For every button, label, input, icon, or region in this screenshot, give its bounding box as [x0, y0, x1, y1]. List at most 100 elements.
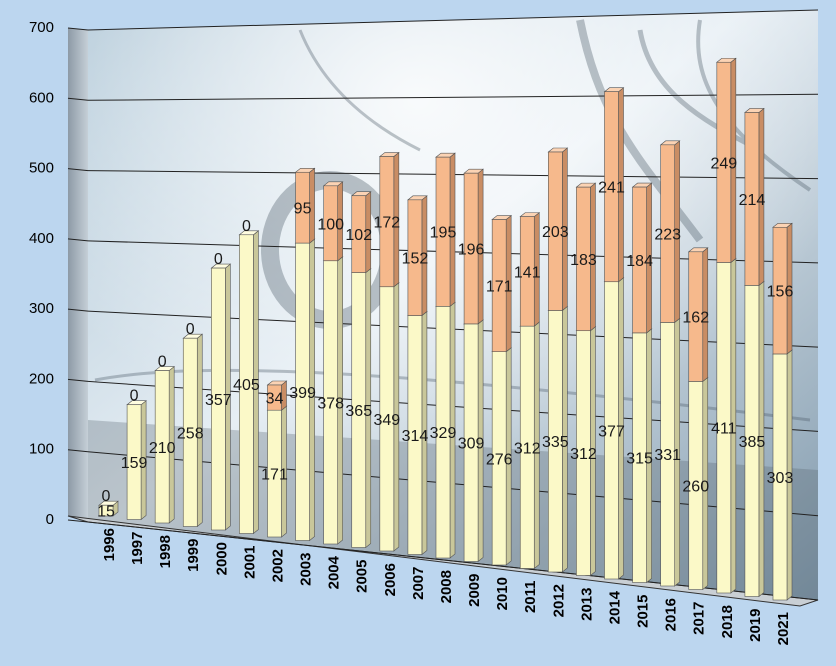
y-tick-label: 300 — [29, 300, 54, 317]
data-label-base: 329 — [430, 425, 457, 442]
bar-group — [772, 222, 793, 601]
data-label-top: 214 — [739, 192, 766, 209]
data-label-base: 159 — [121, 455, 148, 472]
bar-segment-top — [744, 112, 760, 286]
x-tick-label: 1996 — [101, 528, 118, 561]
data-label-top: 0 — [214, 251, 223, 268]
data-label-top: 95 — [294, 201, 312, 218]
data-label-top: 0 — [102, 488, 111, 505]
data-label-base: 349 — [373, 412, 400, 429]
bar-segment-top — [351, 195, 367, 273]
data-label-base: 378 — [317, 395, 344, 412]
data-label-top: 0 — [186, 321, 195, 338]
gridline-side — [67, 378, 89, 382]
data-label-base: 335 — [542, 434, 569, 451]
x-tick-label: 2005 — [354, 560, 371, 593]
x-axis: 1996 1997 1998 1999 2000 2001 2002 2003 2004 2005… — [101, 528, 792, 645]
bar-segment-top — [548, 151, 563, 311]
x-tick-label: 2001 — [241, 546, 258, 579]
bar-segment-top — [463, 172, 479, 325]
data-label-base: 260 — [682, 478, 709, 495]
gridline — [87, 93, 819, 101]
data-label-top: 183 — [570, 252, 597, 269]
bar-segment-top — [491, 219, 507, 352]
data-label-base: 377 — [598, 423, 625, 440]
x-tick-label: 2002 — [269, 549, 286, 582]
bar-group — [182, 333, 204, 528]
data-label-top: 195 — [430, 225, 457, 242]
data-label-top: 203 — [542, 224, 569, 241]
data-label-top: 162 — [682, 310, 709, 327]
x-tick-label: 2006 — [382, 563, 399, 596]
gridline-side — [67, 238, 89, 242]
y-tick-label: 500 — [29, 160, 54, 177]
bar-group — [575, 182, 597, 577]
bar-group — [435, 152, 456, 559]
bar-segment-top — [660, 144, 675, 323]
bar-segment-top — [688, 251, 704, 382]
bar-segment-top — [632, 186, 647, 334]
gridline-side — [67, 519, 89, 523]
bar-segment-top — [576, 186, 591, 332]
bar-group — [126, 400, 147, 521]
bar-segment-base — [211, 267, 226, 531]
bar-segment-top — [716, 61, 732, 263]
bar-segment-top — [295, 171, 310, 244]
x-tick-label: 2017 — [691, 602, 708, 635]
bar-group — [463, 168, 484, 563]
bar-group — [631, 182, 653, 584]
bar-segment-top — [772, 226, 788, 355]
data-label-top: 34 — [266, 391, 284, 408]
bar-group — [266, 380, 288, 538]
data-label-top: 241 — [598, 180, 625, 197]
bar-segment-top — [604, 91, 619, 283]
bar-segment-top — [379, 156, 395, 288]
data-label-base: 314 — [402, 428, 429, 445]
bar-group — [154, 365, 176, 524]
x-tick-label: 2015 — [635, 595, 652, 628]
data-label-base: 276 — [486, 451, 513, 468]
x-tick-label: 1997 — [129, 532, 146, 565]
bar-group — [350, 191, 372, 549]
bar-group — [98, 500, 119, 517]
x-tick-label: 2008 — [438, 570, 455, 603]
bars — [98, 57, 793, 601]
bar-segment-base — [154, 370, 170, 524]
data-label-top: 0 — [130, 388, 139, 405]
data-label-top: 196 — [458, 242, 485, 259]
data-label-base: 210 — [149, 440, 176, 457]
y-tick-label: 200 — [29, 370, 54, 387]
data-label-top: 0 — [158, 354, 167, 371]
gridline-side — [67, 308, 89, 312]
data-label-top: 223 — [654, 227, 681, 244]
bar-group — [491, 214, 513, 566]
x-tick-label: 2010 — [494, 577, 511, 610]
y-tick-label: 700 — [29, 19, 54, 36]
bar-group — [519, 212, 541, 570]
data-label-top: 171 — [486, 279, 513, 296]
data-label-base: 331 — [654, 447, 681, 464]
data-label-base: 312 — [514, 440, 541, 457]
data-label-base: 357 — [205, 392, 232, 409]
x-tick-label: 2019 — [747, 609, 764, 642]
bar-segment-top — [435, 156, 451, 307]
gridline-side — [67, 168, 89, 172]
bar-group — [210, 263, 232, 531]
x-tick-label: 1998 — [157, 535, 174, 568]
data-label-base: 405 — [233, 377, 260, 394]
bar-group — [322, 181, 344, 545]
data-label-top: 184 — [626, 253, 653, 270]
y-tick-label: 400 — [29, 230, 54, 247]
data-label-base: 385 — [739, 434, 766, 451]
data-label-base: 15 — [97, 504, 115, 521]
x-tick-label: 2007 — [410, 567, 427, 600]
bar-segment-base — [182, 337, 198, 527]
data-label-base: 303 — [767, 470, 794, 487]
bar-segment-base — [239, 234, 254, 534]
bar-group — [294, 167, 316, 542]
bar-group — [238, 230, 260, 535]
x-tick-label: 2013 — [578, 588, 595, 621]
data-label-base: 315 — [626, 451, 653, 468]
